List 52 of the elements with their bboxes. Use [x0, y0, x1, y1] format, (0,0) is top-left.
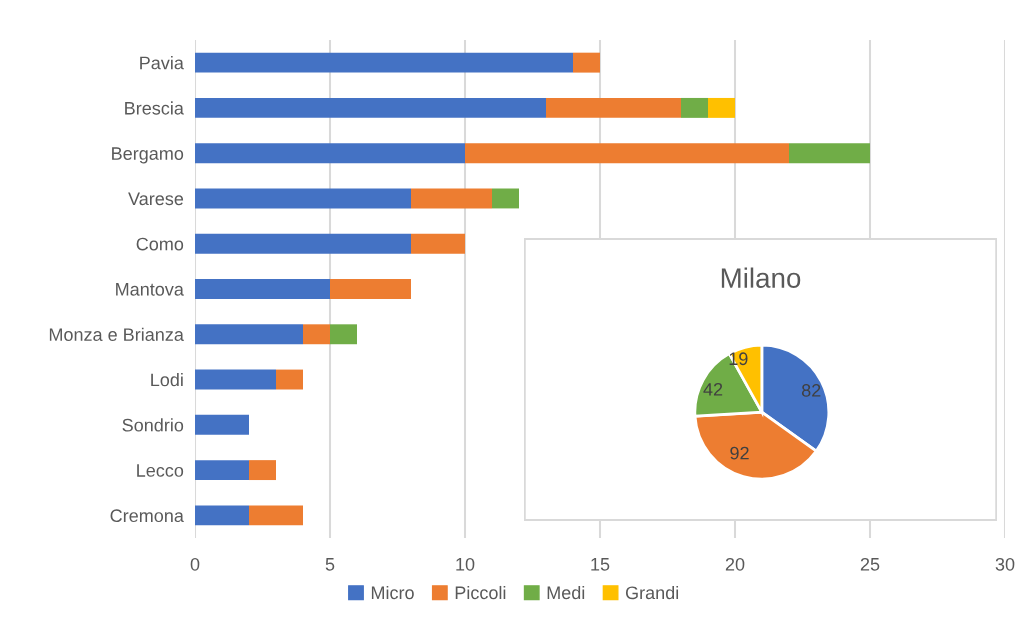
y-tick-label: Pavia [140, 56, 184, 70]
bar [195, 233, 411, 254]
bar [411, 233, 465, 254]
legend-label: Grandi [625, 585, 679, 600]
bar [276, 369, 303, 390]
bar [681, 97, 708, 118]
y-tick-label: Monza e Brianza [49, 327, 184, 341]
bar [465, 143, 789, 164]
y-tick-label: Lodi [151, 373, 183, 387]
bar [195, 369, 276, 390]
bar [195, 279, 330, 299]
bar [573, 52, 600, 73]
bar [195, 188, 411, 209]
y-tick-label: Brescia [125, 101, 184, 115]
y-tick-label: Varese [128, 192, 184, 206]
chart-title: Milano [721, 267, 801, 288]
bar [195, 324, 303, 345]
bar [195, 97, 546, 118]
data-label: 82 [801, 384, 821, 397]
bar [330, 324, 357, 345]
bar [195, 143, 465, 164]
x-tick-label: 20 [725, 557, 745, 571]
bar [411, 188, 492, 209]
x-tick-label: 0 [190, 557, 200, 571]
x-tick-label: 5 [325, 558, 335, 571]
y-tick-label: Bergamo [112, 147, 184, 164]
y-tick-label: Cremona [110, 509, 184, 523]
y-tick-label: Como [136, 237, 184, 251]
bar [195, 414, 249, 435]
bar [492, 188, 519, 209]
y-tick-label: Lecco [137, 464, 184, 477]
y-tick-label: Mantova [116, 283, 184, 296]
y-tick-label: Sondrio [122, 418, 184, 432]
bar [708, 97, 735, 118]
data-label: 92 [730, 446, 749, 460]
x-tick-label: 10 [456, 557, 475, 571]
legend-label: Micro [371, 585, 414, 600]
bar [303, 324, 330, 345]
data-label: 42 [703, 382, 723, 396]
bar [249, 460, 276, 481]
x-tick-label: 25 [860, 557, 880, 571]
legend-label: Medi [547, 585, 585, 600]
bar [195, 52, 573, 73]
legend-label: Piccoli [455, 585, 506, 600]
x-tick-label: 30 [995, 557, 1015, 571]
bar [195, 505, 249, 526]
bar [330, 279, 411, 299]
x-tick-label: 15 [591, 558, 610, 571]
bar [195, 460, 249, 481]
bar [789, 143, 870, 164]
bar [546, 97, 681, 118]
bar [249, 505, 303, 526]
